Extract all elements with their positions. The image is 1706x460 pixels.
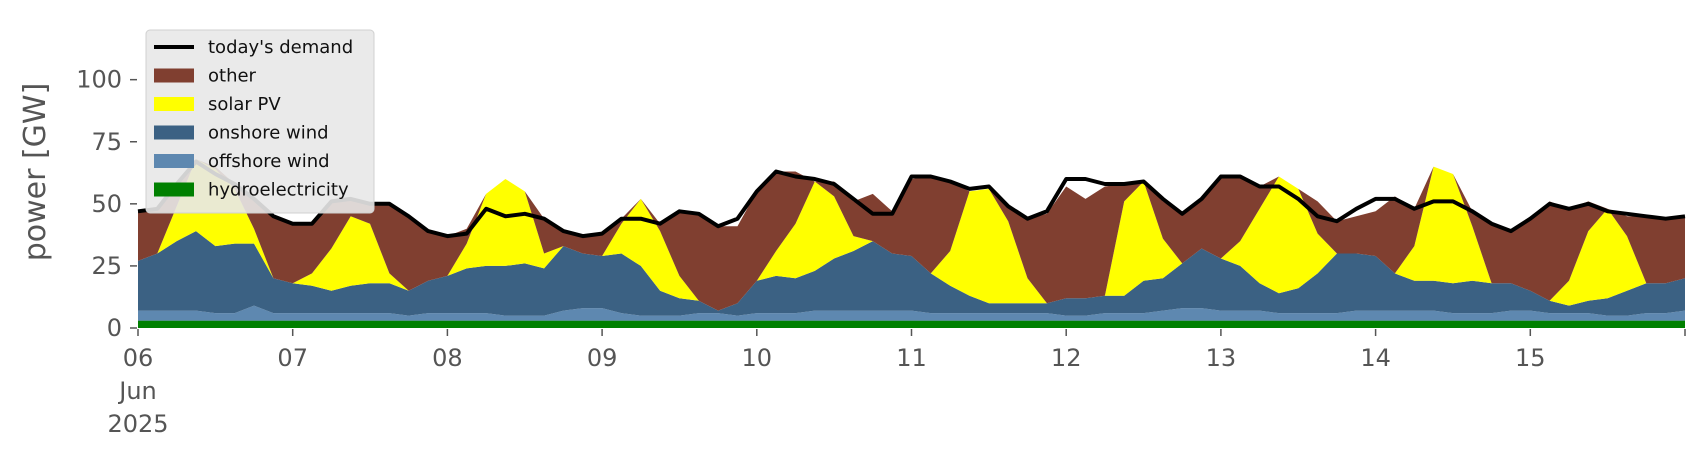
x-tick-label: 08: [432, 344, 463, 372]
x-tick-label: 07: [277, 344, 308, 372]
x-tick-label: 09: [587, 344, 618, 372]
y-tick-label: 100: [76, 66, 122, 94]
x-tick-label: 11: [896, 344, 927, 372]
y-axis: 0 25 50 75 100: [76, 66, 137, 342]
legend-label-other: other: [208, 66, 257, 87]
y-tick-label: 75: [91, 128, 122, 156]
y-axis-label: power [GW]: [18, 83, 53, 262]
legend-swatch-other: [154, 68, 194, 83]
legend-label-solar-pv: solar PV: [208, 94, 281, 115]
x-tick-label: 10: [742, 344, 773, 372]
area-onshore-wind: [138, 231, 1685, 316]
x-tick-label: 12: [1051, 344, 1082, 372]
x-tick-sublabel-month: Jun: [117, 377, 157, 405]
y-tick-label: 0: [107, 314, 122, 342]
legend-label-onshore-wind: onshore wind: [208, 123, 329, 144]
demand-line: [137, 159, 1686, 239]
x-tick-sublabel-year: 2025: [107, 410, 168, 438]
y-tick-label: 25: [91, 252, 122, 280]
legend-label-hydroelectricity: hydroelectricity: [208, 180, 349, 201]
area-other: [138, 159, 1685, 311]
x-tick-label: 06: [123, 344, 154, 372]
y-tick-label: 50: [91, 190, 122, 218]
x-axis: 06 Jun 2025 07 08 09 10 11 12 13 14 15: [107, 329, 1686, 438]
x-tick-label: 15: [1515, 344, 1546, 372]
legend-swatch-solar-pv: [154, 97, 194, 111]
legend-box: [145, 29, 375, 214]
legend-label-offshore-wind: offshore wind: [208, 151, 330, 172]
legend: today's demand other solar PV onshore wind o…: [145, 29, 375, 214]
x-tick-label: 13: [1206, 344, 1237, 372]
demand-layer: [137, 159, 1686, 239]
area-hydroelectricity: [138, 320, 1685, 328]
area-offshore-wind: [138, 305, 1685, 321]
legend-swatch-onshore-wind: [154, 125, 194, 140]
legend-label-today-s-demand: today's demand: [208, 37, 353, 58]
x-tick-label: 14: [1360, 344, 1391, 372]
legend-swatch-hydroelectricity: [154, 182, 194, 197]
legend-swatch-offshore-wind: [154, 154, 194, 168]
